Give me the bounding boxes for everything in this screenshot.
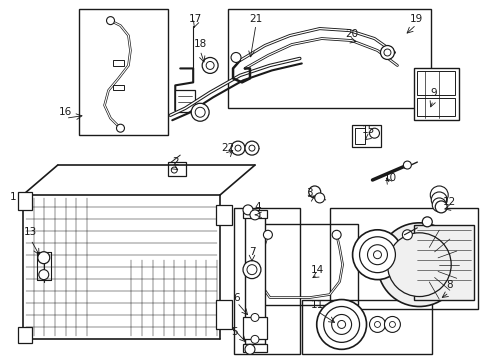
Text: 6: 6 <box>233 293 240 302</box>
Bar <box>413 68 458 120</box>
Text: 7: 7 <box>248 247 255 257</box>
Text: 14: 14 <box>310 265 324 275</box>
Circle shape <box>235 145 241 151</box>
Circle shape <box>352 230 402 280</box>
Bar <box>354 128 364 144</box>
Bar <box>112 60 124 67</box>
Circle shape <box>248 145 254 151</box>
Text: 16: 16 <box>59 107 72 117</box>
Circle shape <box>250 336 259 343</box>
Bar <box>227 9 430 108</box>
Circle shape <box>202 58 218 73</box>
Bar <box>234 208 299 354</box>
Circle shape <box>249 210 260 220</box>
Circle shape <box>431 198 446 212</box>
Circle shape <box>195 107 205 117</box>
Bar <box>18 328 32 343</box>
Circle shape <box>38 252 50 264</box>
Bar <box>79 9 168 135</box>
Circle shape <box>39 270 49 280</box>
Text: 18: 18 <box>193 39 206 49</box>
Text: 10: 10 <box>383 173 396 183</box>
Circle shape <box>230 53 241 62</box>
Circle shape <box>331 315 351 334</box>
Circle shape <box>429 186 447 204</box>
Circle shape <box>422 217 431 227</box>
Bar <box>329 208 477 310</box>
Text: 15: 15 <box>361 125 374 135</box>
Bar <box>413 225 473 300</box>
Text: 20: 20 <box>345 28 357 39</box>
Bar <box>243 210 266 218</box>
Bar <box>301 300 431 354</box>
Bar <box>112 85 124 90</box>
Circle shape <box>243 261 261 279</box>
Circle shape <box>434 201 447 213</box>
Circle shape <box>374 321 380 328</box>
Text: 5: 5 <box>230 327 237 337</box>
Circle shape <box>402 230 411 240</box>
Circle shape <box>383 49 390 56</box>
Circle shape <box>206 62 214 69</box>
Bar <box>243 345 266 352</box>
Bar <box>416 71 454 95</box>
Circle shape <box>367 245 386 265</box>
Text: 13: 13 <box>24 227 38 237</box>
Text: 9: 9 <box>429 88 436 98</box>
Text: 3: 3 <box>306 188 312 198</box>
Circle shape <box>106 17 114 24</box>
Circle shape <box>373 251 381 259</box>
Circle shape <box>250 314 259 321</box>
Circle shape <box>386 233 450 297</box>
Bar <box>351 125 381 147</box>
Text: 1: 1 <box>10 192 16 202</box>
Bar <box>18 192 32 210</box>
Circle shape <box>191 103 209 121</box>
Circle shape <box>244 141 259 155</box>
Circle shape <box>171 167 177 173</box>
Bar <box>216 300 232 329</box>
Circle shape <box>369 128 379 138</box>
Bar <box>216 205 232 225</box>
Text: 11: 11 <box>310 300 324 310</box>
Text: 17: 17 <box>188 14 202 24</box>
Text: 12: 12 <box>442 197 455 207</box>
Circle shape <box>377 223 460 306</box>
Circle shape <box>243 205 252 215</box>
Circle shape <box>323 306 359 342</box>
Circle shape <box>388 321 395 328</box>
Circle shape <box>314 193 324 203</box>
Text: 4: 4 <box>254 202 261 212</box>
Text: 8: 8 <box>445 280 451 289</box>
Text: 22: 22 <box>221 143 234 153</box>
Circle shape <box>331 230 341 239</box>
Circle shape <box>316 300 366 349</box>
Bar <box>244 215 264 345</box>
Bar <box>168 162 186 176</box>
Circle shape <box>308 186 320 198</box>
Circle shape <box>244 345 254 354</box>
Circle shape <box>430 192 447 208</box>
Text: 21: 21 <box>249 14 262 24</box>
Bar <box>175 90 195 112</box>
Circle shape <box>359 237 395 273</box>
Circle shape <box>246 265 256 275</box>
Circle shape <box>403 161 410 169</box>
Circle shape <box>369 316 385 332</box>
Bar <box>253 224 357 305</box>
Circle shape <box>116 124 124 132</box>
Circle shape <box>384 316 400 332</box>
Bar <box>416 98 454 116</box>
Text: 2: 2 <box>172 157 178 167</box>
Circle shape <box>230 141 244 155</box>
Circle shape <box>380 45 394 59</box>
Circle shape <box>337 320 345 328</box>
Circle shape <box>263 230 272 239</box>
Text: 19: 19 <box>409 14 422 24</box>
Bar <box>243 318 266 339</box>
